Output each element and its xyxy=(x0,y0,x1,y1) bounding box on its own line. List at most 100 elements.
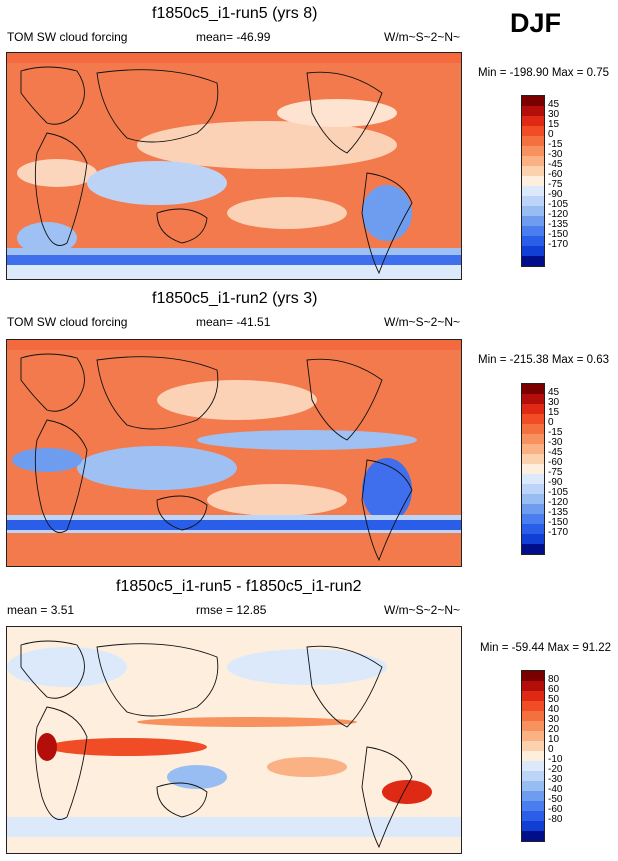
colorbar-swatch xyxy=(522,801,544,811)
colorbar-tick-label: -120 xyxy=(548,209,569,220)
colorbar-tick-label: -75 xyxy=(548,179,563,190)
field-itcz-band xyxy=(197,430,417,450)
colorbar-swatch xyxy=(522,464,544,474)
colorbar-swatch xyxy=(522,741,544,751)
colorbar-swatch xyxy=(522,721,544,731)
colorbar-tick-label: -170 xyxy=(548,239,569,250)
coast-south-america xyxy=(361,459,413,562)
panel-1-title: f1850c5_i1-run5 (yrs 8) xyxy=(152,5,318,22)
coast-asia xyxy=(96,356,219,430)
colorbar-tick-label: -15 xyxy=(548,427,563,438)
field-warm-pool-pos xyxy=(47,738,207,756)
colorbar-swatch xyxy=(522,394,544,404)
colorbar-swatch xyxy=(522,821,544,831)
field-north-atlantic-patch xyxy=(17,159,97,187)
colorbar-tick-label: -15 xyxy=(548,139,563,150)
colorbar-tick-label: -150 xyxy=(548,517,569,528)
colorbar-swatch xyxy=(522,731,544,741)
panel-3-mean-label: mean = 3.51 xyxy=(7,603,75,617)
colorbar-swatch xyxy=(522,761,544,771)
colorbar-swatch xyxy=(522,116,544,126)
coast-north-america xyxy=(306,358,383,441)
colorbar-tick-label: -45 xyxy=(548,159,563,170)
panel-3-units: W/m~S~2~N~ xyxy=(384,603,461,617)
panel-3-title: f1850c5_i1-run5 - f1850c5_i1-run2 xyxy=(116,578,362,595)
colorbar-tick-label: 30 xyxy=(548,109,560,120)
colorbar-swatch xyxy=(522,524,544,534)
colorbar-swatch xyxy=(522,534,544,544)
colorbar-swatch xyxy=(522,454,544,464)
coast-asia xyxy=(96,643,219,717)
field-itcz-pos xyxy=(137,717,357,727)
colorbar-swatch xyxy=(522,404,544,414)
coast-europe xyxy=(20,66,85,125)
colorbar-swatch xyxy=(522,156,544,166)
colorbar-swatch xyxy=(522,484,544,494)
panel-1-units: W/m~S~2~N~ xyxy=(384,30,461,44)
colorbar-tick-label: 60 xyxy=(548,684,560,695)
coast-australia xyxy=(156,782,208,818)
field-north-pacific-patch xyxy=(157,380,317,420)
colorbar-tick-label: -170 xyxy=(548,527,569,538)
colorbar-swatch xyxy=(522,196,544,206)
field-southern-ocean-band xyxy=(7,520,461,530)
field-antarctic-band xyxy=(7,265,461,279)
colorbar-tick-label: 40 xyxy=(548,704,560,715)
colorbar-swatch xyxy=(522,771,544,781)
colorbar-tick-label: 45 xyxy=(548,99,560,110)
panel-1-minmax: Min = -198.90 Max = 0.75 xyxy=(478,67,610,79)
panel-2-map xyxy=(6,339,462,567)
field-warm-pool xyxy=(87,161,227,205)
colorbar-tick-label: 50 xyxy=(548,694,560,705)
panel-2-minmax: Min = -215.38 Max = 0.63 xyxy=(478,354,610,366)
colorbar-tick-label: -60 xyxy=(548,169,563,180)
coastlines xyxy=(20,640,413,849)
colorbar-tick-label: 45 xyxy=(548,387,560,398)
field-north-pacific-patch xyxy=(277,99,397,127)
colorbar-swatch xyxy=(522,256,544,266)
colorbar-tick-label: -135 xyxy=(548,219,569,230)
colorbar-swatch xyxy=(522,444,544,454)
colorbar-tick-label: -60 xyxy=(548,457,563,468)
colorbar-swatch xyxy=(522,146,544,156)
field-southern-ocean-neg xyxy=(7,817,461,837)
panel-3-map xyxy=(6,626,462,854)
field-se-pacific-light xyxy=(227,197,347,229)
colorbar-tick-label: 15 xyxy=(548,119,560,130)
field-arctic-band xyxy=(7,53,461,63)
colorbar-swatch xyxy=(522,751,544,761)
coast-europe xyxy=(20,353,85,412)
coast-australia xyxy=(156,495,208,531)
colorbar-tick-label: -135 xyxy=(548,507,569,518)
colorbar-swatch xyxy=(522,384,544,394)
field-arctic-band xyxy=(7,340,461,350)
field-indian-ocean xyxy=(12,448,82,472)
season-label: DJF xyxy=(510,8,562,38)
panel-1-center-label: mean= -46.99 xyxy=(196,30,271,44)
colorbar-tick-label: 0 xyxy=(548,744,554,755)
field-warm-pool xyxy=(77,446,237,490)
colorbar-swatch xyxy=(522,96,544,106)
colorbar-tick-label: -30 xyxy=(548,774,563,785)
field-north-pacific-neg xyxy=(227,649,387,685)
panel-2-map-svg xyxy=(7,340,461,566)
colorbar-tick-label: -150 xyxy=(548,229,569,240)
colorbar-tick-label: -10 xyxy=(548,754,563,765)
colorbar-tick-label: 10 xyxy=(548,734,560,745)
colorbar-tick-label: -20 xyxy=(548,764,563,775)
panel-1-left-label: TOM SW cloud forcing xyxy=(7,30,128,44)
colorbar-tick-label: 30 xyxy=(548,397,560,408)
panel-3-map-svg xyxy=(7,627,461,853)
colorbar-tick-label: -45 xyxy=(548,447,563,458)
panel-1-map xyxy=(6,52,462,280)
colorbar-swatch xyxy=(522,681,544,691)
coast-asia xyxy=(96,69,219,143)
colorbar-tick-label: 0 xyxy=(548,417,554,428)
coastlines xyxy=(20,353,413,562)
coast-africa xyxy=(34,132,88,246)
colorbar-swatch xyxy=(522,424,544,434)
colorbar-tick-label: -80 xyxy=(548,814,563,825)
colorbar-tick-label: -30 xyxy=(548,437,563,448)
colorbar-swatch xyxy=(522,106,544,116)
field-africa-south xyxy=(17,222,77,254)
